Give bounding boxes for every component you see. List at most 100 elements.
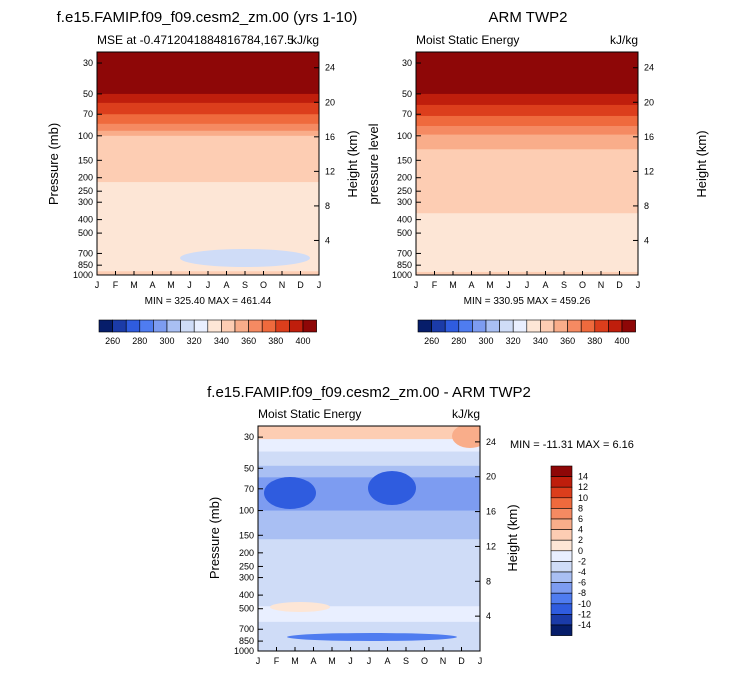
month-tick-label: S [242,280,248,290]
pressure-tick-label: 500 [78,228,93,238]
pressure-tick-label: 50 [402,89,412,99]
colorbar-swatch [234,319,249,333]
contour-band [416,213,638,273]
colorbar-swatch [125,319,141,333]
height-tick-label: 24 [486,437,496,447]
month-tick-label: M [167,280,175,290]
colorbar-tick-label: 300 [159,336,174,346]
contour-bands [416,52,638,275]
colorbar-tick-label: 320 [187,336,202,346]
height-ticks: 4 8 12 16 20 24 [314,63,335,245]
pressure-tick-label: 400 [397,215,412,225]
month-tick-label: J [317,280,322,290]
month-tick-label: O [579,280,586,290]
colorbar-swatch [550,529,573,541]
contour-band [97,130,319,137]
colorbar-swatch [512,319,528,333]
pressure-tick-label: 70 [83,109,93,119]
pressure-tick-label: 700 [78,248,93,258]
month-tick-label: O [260,280,267,290]
colorbar-tick-label: 280 [451,336,466,346]
plot-area [97,52,319,275]
contour-band [416,104,638,117]
colorbar-tick-label: 260 [424,336,439,346]
near-surface-minimum [287,633,457,641]
panel-title: ARM TWP2 [489,9,568,26]
month-tick-label: A [149,280,155,290]
height-tick-label: 4 [325,235,330,245]
height-ticks: 4 8 12 16 20 24 [633,63,654,245]
pressure-tick-label: 850 [397,260,412,270]
pressure-tick-label: 400 [78,215,93,225]
contour-band [258,465,480,478]
month-tick-label: A [384,656,390,666]
colorbar-swatch [550,518,573,530]
month-tick-label: F [432,280,438,290]
colorbar-tick-label: -8 [578,588,586,598]
contour-band [416,149,638,214]
pressure-tick-label: 150 [78,155,93,165]
height-tick-label: 16 [486,507,496,517]
colorbar-swatch [289,319,304,333]
pressure-tick-label: 300 [239,573,254,583]
pressure-tick-label: 150 [239,530,254,540]
colorbar-swatch [431,319,446,333]
height-tick-label: 12 [486,541,496,551]
colorbar: 260 280 300 320 340 360 380 400 [98,319,317,346]
colorbar-tick-label: 280 [132,336,147,346]
panel-subtitle-left: Moist Static Energy [258,407,361,421]
height-tick-label: 8 [325,201,330,211]
y-axis-label: Pressure (mb) [207,497,222,579]
y2-axis-label: Height (km) [694,130,709,197]
pressure-tick-label: 250 [78,186,93,196]
pressure-tick-label: 150 [397,155,412,165]
colorbar-swatch [472,319,487,333]
month-tick-label: A [310,656,316,666]
pressure-tick-label: 700 [239,624,254,634]
month-tick-label: J [187,280,192,290]
colorbar-swatch [417,319,432,333]
month-tick-label: S [561,280,567,290]
colorbar: 260 280 300 320 340 360 380 400 [417,319,636,346]
pressure-tick-label: 100 [78,131,93,141]
month-tick-label: J [367,656,372,666]
month-tick-label: M [486,280,494,290]
colorbar-swatch [550,571,573,583]
month-tick-label: O [421,656,428,666]
pressure-tick-label: 100 [239,506,254,516]
colorbar-swatch [553,319,568,333]
pressure-tick-label: 50 [244,463,254,473]
colorbar-swatch [153,319,168,333]
colorbar-tick-label: 380 [268,336,283,346]
contour-band [416,52,638,95]
y2-axis-label: Height (km) [345,130,360,197]
mid-level-minimum-west [264,477,316,509]
month-tick-label: J [256,656,261,666]
colorbar-tick-label: -4 [578,567,586,577]
pressure-tick-label: 300 [397,197,412,207]
colorbar-tick-label: 340 [214,336,229,346]
colorbar-tick-label: 0 [578,546,583,556]
colorbar-swatch [621,319,636,333]
contour-band [258,426,480,440]
colorbar-swatch [550,603,573,615]
height-tick-label: 4 [486,611,491,621]
colorbar-tick-label: 10 [578,493,588,503]
month-tick-label: M [291,656,299,666]
colorbar-tick-label: 300 [478,336,493,346]
colorbar-tick-label: 6 [578,514,583,524]
contour-band [416,134,638,150]
month-tick-label: J [525,280,530,290]
colorbar-swatch [550,582,573,594]
stats-label: MIN = -11.31 MAX = 6.16 [510,439,634,451]
month-tick-label: A [223,280,229,290]
contour-band [258,451,480,467]
height-tick-label: 12 [644,166,654,176]
pressure-tick-label: 400 [239,590,254,600]
colorbar-tick-label: 400 [614,336,629,346]
colorbar-swatch [540,319,555,333]
